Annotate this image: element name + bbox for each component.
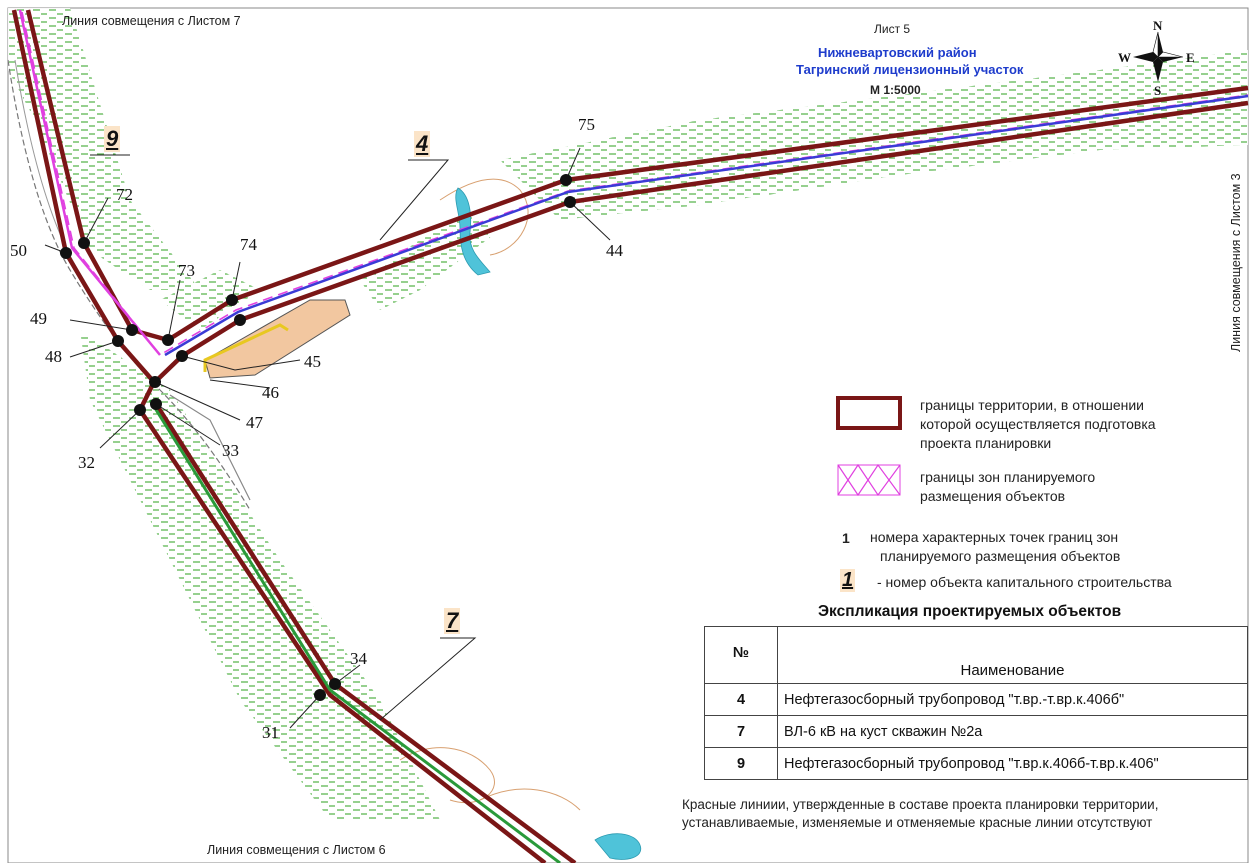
point-label: 49 [30,309,47,328]
vertex-32 [134,404,146,416]
table-row: 7 ВЛ-6 кВ на куст скважин №2а [704,715,1248,748]
map-scale: М 1:5000 [870,83,921,97]
legend-territory-line2: которой осуществляется подготовка [920,416,1156,432]
red-lines-note-line1: Красные линиии, утвержденные в составе п… [682,797,1159,812]
point-label: 48 [45,347,62,366]
vertex-46 [176,350,188,362]
pipeline-route [18,9,161,356]
compass-w: W [1118,50,1131,65]
explication-row-num: 4 [704,683,778,716]
boundary-vertices [60,174,576,701]
vertex-48 [112,335,124,347]
point-label: 72 [116,185,133,204]
explication-title: Экспликация проектируемых объектов [818,603,1122,620]
vertex-73 [162,334,174,346]
legend-points-line2: планируемого размещения объектов [880,548,1121,564]
explication-row-num: 7 [704,715,778,748]
pipeline-route [164,94,1249,357]
match-line-right: Линия совмещения с Листом 3 [1229,173,1243,352]
water-body [455,187,491,276]
vertex-33 [150,398,162,410]
object-number-9: 9 [104,126,121,152]
explication-row-name: Нефтегазосборный трубопровод "т.вр.к.406… [777,747,1248,780]
vertex-labels: 72 50 73 74 49 48 45 46 47 32 33 75 44 3… [10,115,624,742]
table-row: 4 Нефтегазосборный трубопровод "т.вр.-т.… [704,683,1248,716]
red-lines-note-line2: устанавливаемые, изменяемые и отменяемые… [682,815,1153,830]
legend-points-label: номера характерных точек границ зон план… [870,528,1120,566]
point-label: 44 [606,241,624,260]
legend-zone-label: границы зон планируемого размещения объе… [920,468,1095,506]
vertex-45 [234,314,246,326]
vertex-34 [329,678,341,690]
point-label: 45 [304,352,321,371]
point-label: 46 [262,383,279,402]
legend-points-line1: номера характерных точек границ зон [870,529,1119,545]
compass-n: N [1153,18,1163,33]
vertex-49 [126,324,138,336]
legend-object-sample: 1 [840,569,856,592]
legend-point-sample: 1 [842,530,850,546]
legend-zone-symbol [837,463,901,497]
well-pad [204,299,351,379]
legend-territory-label: границы территории, в отношении которой … [920,396,1156,453]
compass-e: E [1186,50,1195,65]
point-label: 50 [10,241,27,260]
point-label: 73 [178,261,195,280]
explication-row-name: Нефтегазосборный трубопровод "т.вр.-т.вр… [777,683,1248,716]
legend-zone-line2: размещения объектов [920,488,1066,504]
match-line-top: Линия совмещения с Листом 7 [62,14,241,28]
explication-col-num: № [704,626,778,684]
explication-col-name: Наименование [777,626,1248,684]
explication-row-name: ВЛ-6 кВ на куст скважин №2а [777,715,1248,748]
district-title: Нижневартовский район [818,45,977,60]
object-number-7: 7 [444,608,461,634]
water-body [594,833,642,860]
vertex-47 [149,376,161,388]
legend-territory-line1: границы территории, в отношении [920,397,1145,413]
legend-zone-line1: границы зон планируемого [920,469,1096,485]
match-line-bottom: Линия совмещения с Листом 6 [207,843,386,857]
powerline-route [148,399,561,863]
vertex-44 [564,196,576,208]
object-number-4: 4 [414,131,431,157]
leader-lines [44,147,611,729]
point-label: 47 [246,413,264,432]
fence-line [203,323,289,372]
legend-territory-line3: проекта планировки [920,435,1052,451]
point-label: 32 [78,453,95,472]
vertex-31 [314,689,326,701]
legend-object-label: - номер объекта капитального строительст… [877,574,1172,590]
point-label: 31 [262,723,279,742]
map-frame [7,7,1249,863]
explication-table: № Наименование 4 Нефтегазосборный трубоп… [704,626,1248,780]
point-label: 34 [350,649,368,668]
legend-territory-symbol [836,396,902,430]
compass-s: S [1154,83,1161,98]
point-label: 33 [222,441,239,460]
point-label: 75 [578,115,595,134]
table-row: 9 Нефтегазосборный трубопровод "т.вр.к.4… [704,747,1248,780]
explication-header-row: № Наименование [704,626,1248,684]
explication-row-num: 9 [704,747,778,780]
license-area-title: Тагринский лицензионный участок [796,62,1024,77]
vertex-75 [560,174,572,186]
compass-rose-icon [1133,31,1184,82]
vertex-50 [60,247,72,259]
sheet-number: Лист 5 [874,22,911,36]
vertex-72 [78,237,90,249]
vertex-74 [226,294,238,306]
point-label: 74 [240,235,258,254]
